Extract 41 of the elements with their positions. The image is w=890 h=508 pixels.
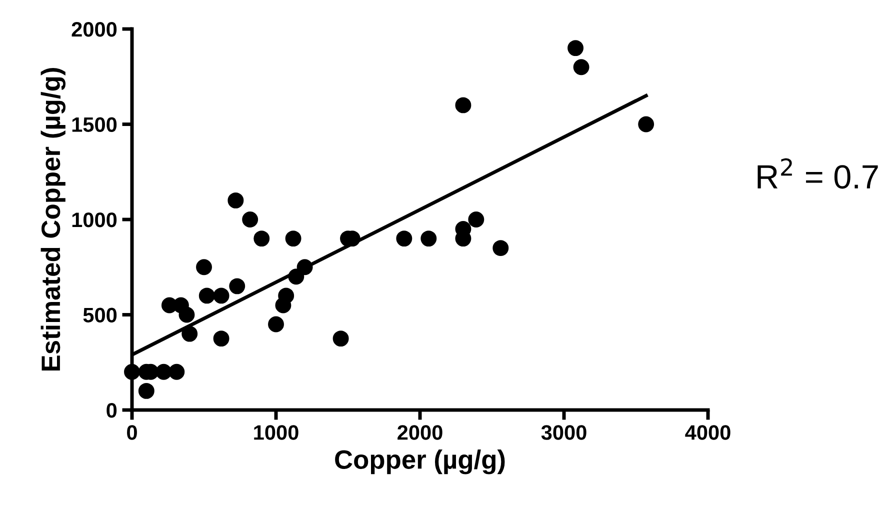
point — [396, 230, 412, 247]
point — [455, 97, 472, 114]
y-tick-label: 1500 — [72, 117, 117, 132]
y-tick-label: 500 — [83, 308, 117, 323]
point — [468, 212, 484, 228]
point — [213, 330, 230, 347]
point — [268, 316, 284, 332]
point — [568, 40, 584, 56]
point — [638, 116, 654, 132]
x-tick-label: 1000 — [254, 425, 298, 440]
point — [332, 330, 349, 347]
point — [156, 364, 172, 380]
point — [196, 259, 212, 276]
point — [178, 306, 195, 323]
point — [182, 326, 198, 342]
x-tick-label: 0 — [127, 425, 137, 440]
point — [254, 230, 270, 247]
x-axis-title: Copper (µg/g) — [335, 450, 505, 474]
x-tick-label: 4000 — [685, 425, 730, 440]
point — [296, 259, 313, 276]
text: R$^{2}$ = 0.7 — [758, 158, 878, 189]
y-tick-label: 0 — [106, 403, 117, 418]
y-tick-label: 1000 — [72, 212, 117, 228]
x-tick-label: 3000 — [541, 425, 586, 440]
point — [285, 230, 302, 247]
point — [229, 278, 246, 294]
y-axis-title: Estimated Copper (µg/g) — [40, 68, 66, 370]
point — [242, 212, 258, 228]
point — [168, 364, 185, 380]
point — [573, 59, 590, 76]
point — [198, 288, 215, 304]
point — [288, 268, 304, 285]
point — [124, 364, 140, 380]
point — [278, 288, 294, 304]
y-tick-label: 2000 — [72, 22, 117, 37]
point — [138, 382, 154, 399]
point — [228, 192, 244, 208]
point — [213, 288, 230, 304]
x-tick-label: 2000 — [398, 425, 442, 440]
point — [492, 240, 509, 256]
point — [420, 230, 437, 247]
